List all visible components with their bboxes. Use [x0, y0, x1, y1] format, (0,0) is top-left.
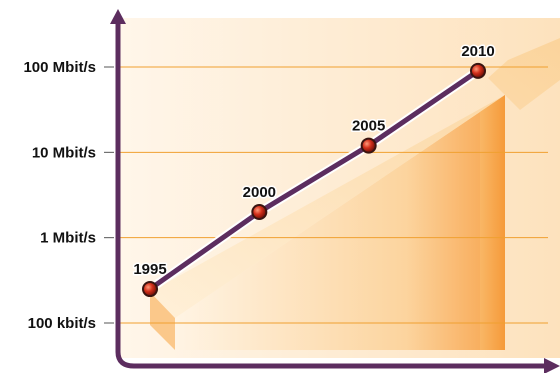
axes [110, 9, 560, 373]
x-axis-arrowhead [544, 358, 560, 373]
y-axis-ticks: 100 kbit/s 1 Mbit/s 10 Mbit/s 100 Mbit/s [23, 59, 114, 332]
arrow-top-face [150, 38, 560, 318]
data-label: 2010 [461, 43, 494, 60]
data-label: 1995 [133, 261, 166, 278]
x-axis-line [115, 351, 550, 369]
data-label: 2000 [243, 184, 276, 201]
arrow-left-face [150, 292, 175, 350]
arrow-side-face [480, 95, 505, 350]
data-point [362, 139, 375, 152]
y-tick-label: 10 Mbit/s [32, 144, 96, 161]
data-point [253, 205, 266, 218]
y-tick-label: 1 Mbit/s [40, 230, 96, 247]
y-tick-label: 100 kbit/s [28, 315, 96, 332]
y-axis-arrowhead [110, 9, 126, 24]
background-decoration [118, 18, 560, 358]
arrow-front-face [175, 95, 505, 350]
data-label: 2005 [352, 118, 385, 135]
series-line [147, 68, 481, 292]
data-point [472, 64, 484, 77]
data-series: 1995 2000 2005 2010 [132, 41, 496, 298]
data-point [144, 283, 156, 296]
y-tick-label: 100 Mbit/s [23, 59, 96, 76]
